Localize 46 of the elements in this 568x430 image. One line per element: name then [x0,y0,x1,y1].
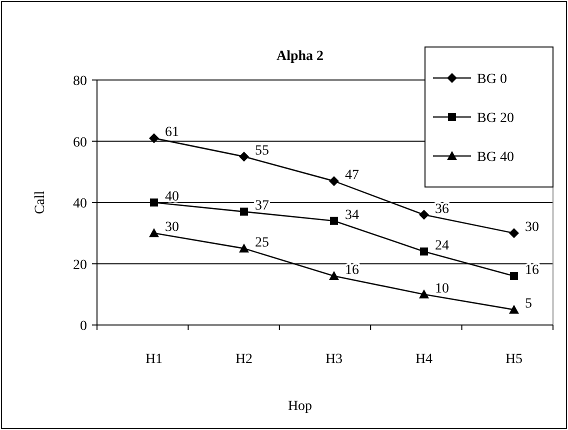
data-label: 25 [255,235,269,250]
y-tick-label: 20 [73,258,87,273]
data-label: 37 [255,198,269,214]
data-label: 24 [435,238,449,254]
point [510,272,518,280]
point [419,289,429,298]
y-tick-label: 0 [80,319,87,334]
data-label: 36 [435,202,449,217]
data-label: 30 [525,220,539,236]
legend-label: BG 40 [477,150,514,165]
point [239,243,249,252]
data-label: 5 [525,296,532,312]
x-tick-label: H2 [235,352,253,367]
data-label: 16 [345,263,359,278]
point [509,304,519,314]
point [329,271,339,280]
point [509,228,519,238]
point [150,198,158,206]
y-tick-label: 60 [73,135,87,150]
point [329,176,339,186]
data-label: 40 [165,190,179,204]
x-tick-label: H3 [325,352,343,367]
data-label: 10 [435,281,449,296]
y-axis-title: Call [33,190,48,214]
point [240,208,248,216]
data-label: 34 [345,208,359,223]
x-tick-label: H1 [145,352,163,367]
point [420,248,428,256]
point [149,133,159,144]
legend-label: BG 20 [477,111,514,126]
data-label: 61 [165,125,179,140]
y-tick-label: 80 [73,74,87,89]
point [330,216,338,225]
y-tick-label: 40 [73,196,87,212]
data-label: 16 [525,263,539,278]
point [419,210,429,220]
x-axis-title: Hop [288,399,312,414]
x-tick-label: H5 [505,352,523,367]
point [149,228,159,238]
x-tick-label: H4 [415,352,433,367]
data-label: 55 [255,144,269,159]
legend-label: BG 0 [477,72,507,87]
chart-title: Alpha 2 [276,49,324,64]
point [239,152,249,162]
data-label: 30 [165,220,179,236]
data-label: 47 [345,168,359,184]
